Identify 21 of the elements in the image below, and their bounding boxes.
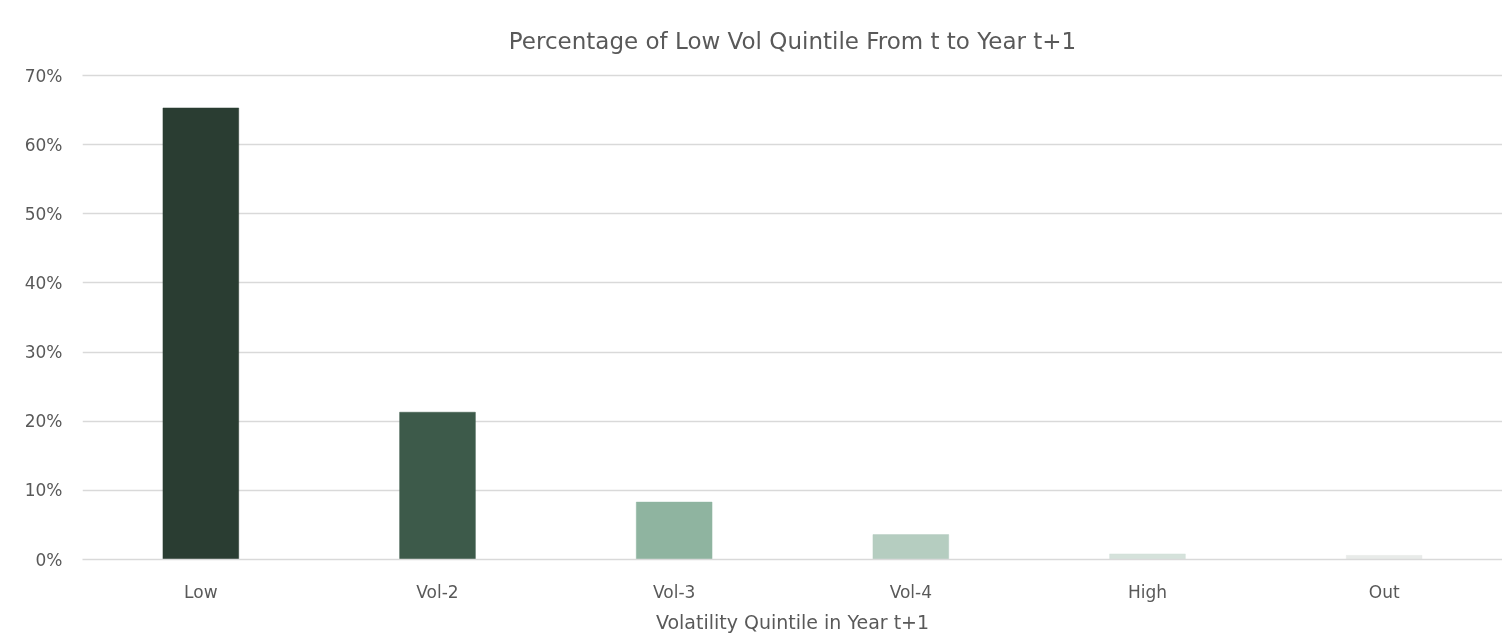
- x-tick-label: Low: [184, 581, 218, 602]
- bar: [399, 411, 476, 560]
- x-axis-title: Volatility Quintile in Year t+1: [655, 610, 930, 633]
- chart-title: Percentage of Low Vol Quintile From t to Year t+1: [508, 27, 1077, 54]
- x-tick-label: Vol-3: [652, 581, 696, 602]
- y-tick-label: 20%: [24, 411, 63, 432]
- y-tick-label: 10%: [24, 480, 63, 501]
- x-tick-label: Vol-4: [889, 581, 933, 602]
- x-tick-label: Vol-2: [416, 581, 459, 602]
- x-tick-label: Out: [1368, 581, 1400, 602]
- y-tick-label: 60%: [24, 134, 63, 155]
- y-tick-label: 0%: [35, 549, 63, 570]
- y-tick-label: 50%: [24, 203, 63, 224]
- bar: [162, 107, 239, 560]
- y-tick-label: 70%: [24, 65, 63, 86]
- bar: [636, 501, 713, 560]
- bar: [1346, 555, 1423, 560]
- y-tick-label: 40%: [24, 272, 63, 293]
- bar: [872, 534, 949, 560]
- y-tick-label: 30%: [24, 342, 63, 363]
- x-tick-label: High: [1127, 581, 1168, 602]
